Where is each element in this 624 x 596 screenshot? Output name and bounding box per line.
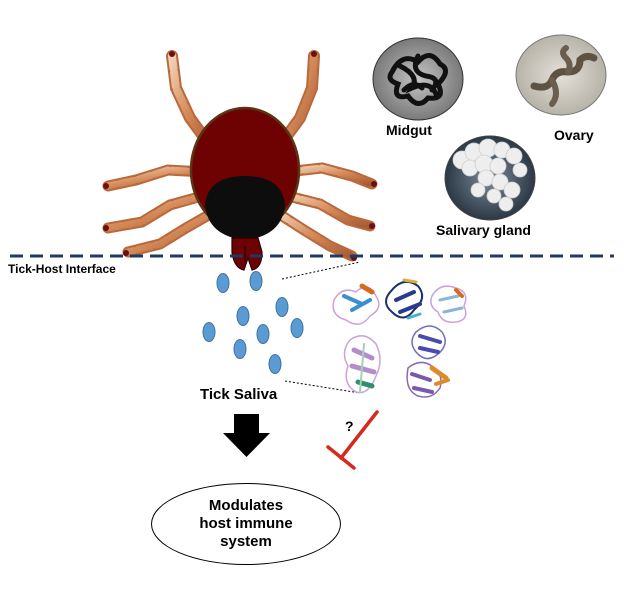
saliva-drop <box>268 354 282 374</box>
immune-modulation-oval: Modulates host immune system <box>151 483 341 565</box>
protein-structure <box>430 285 467 324</box>
saliva-drop <box>236 306 250 326</box>
down-arrow-icon <box>223 414 270 457</box>
protein-structure <box>406 361 450 398</box>
saliva-drop <box>290 318 304 338</box>
protein-structure <box>385 278 424 320</box>
tick-host-interface-label: Tick-Host Interface <box>8 262 116 276</box>
tick-scutum <box>205 176 285 240</box>
immune-modulation-text: Modulates host immune system <box>199 497 293 550</box>
saliva-drop <box>249 271 263 291</box>
saliva-drop <box>233 339 247 359</box>
saliva-drop <box>275 297 289 317</box>
midgut-label: Midgut <box>386 122 432 138</box>
saliva-drop <box>256 324 270 344</box>
tick-illustration <box>102 50 378 271</box>
protein-structure <box>332 283 380 325</box>
zoom-line-top <box>281 261 361 280</box>
question-mark-label: ? <box>345 418 354 434</box>
tick-mouthparts <box>231 237 263 271</box>
tick-saliva-label: Tick Saliva <box>200 386 278 403</box>
salivary-gland-label: Salivary gland <box>436 222 531 238</box>
midgut-micrograph <box>372 37 464 121</box>
saliva-drop <box>216 273 230 293</box>
salivary-gland-micrograph <box>444 135 536 221</box>
zoom-line-bottom <box>284 380 361 394</box>
ovary-micrograph <box>515 34 607 116</box>
tick-claws <box>103 51 377 261</box>
protein-structure <box>343 335 381 394</box>
inhibition-icon <box>326 410 379 470</box>
saliva-drops <box>202 271 304 374</box>
protein-structures <box>332 278 467 398</box>
saliva-drop <box>202 322 216 342</box>
protein-structure <box>411 325 446 360</box>
ovary-label: Ovary <box>554 127 594 143</box>
